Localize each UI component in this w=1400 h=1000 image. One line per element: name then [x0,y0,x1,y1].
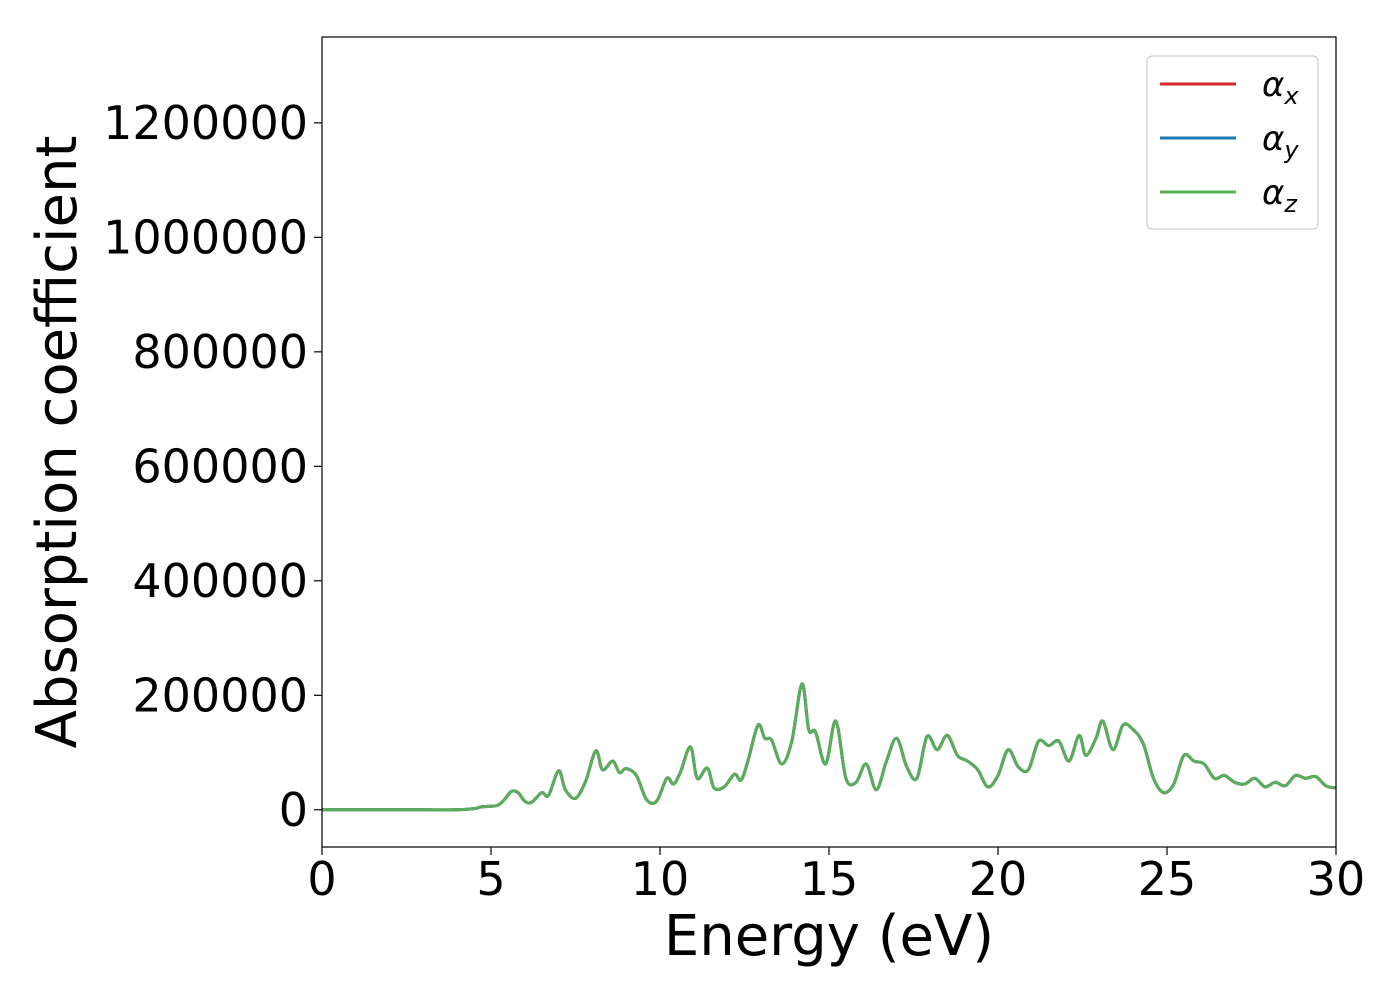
x-tick-label: 5 [476,852,505,906]
legend-label-z: αz [1262,173,1298,218]
legend-symbol: α [1262,173,1284,213]
x-tick-label: 0 [307,852,336,906]
x-axis-label: Energy (eV) [664,904,994,969]
legend-subscript: x [1283,82,1299,110]
y-tick-label: 600000 [132,439,308,493]
legend-symbol: α [1262,119,1284,159]
x-tick-label: 20 [969,852,1028,906]
legend-label-y: αy [1262,119,1299,164]
legend-box [1146,55,1319,230]
legend-symbol: α [1262,65,1284,105]
legend-label-x: αx [1262,65,1299,110]
x-tick-label: 30 [1307,852,1366,906]
x-tick-label: 10 [631,852,690,906]
legend-subscript: y [1283,136,1299,164]
series-line-z [322,682,1336,812]
y-axis-ticks: 0 200000 400000 600000 800000 1000000 1200000 [103,96,322,837]
y-tick-label: 400000 [132,554,308,608]
x-axis-ticks: 0 5 10 15 20 25 30 [307,847,1365,906]
legend-subscript: z [1283,190,1298,218]
y-tick-label: 0 [279,783,308,837]
series-layer [322,682,1336,812]
y-axis-label: Absorption coefficient [25,136,90,749]
y-tick-label: 1000000 [103,210,308,264]
x-tick-label: 25 [1138,852,1197,906]
y-tick-label: 1200000 [103,96,308,150]
y-tick-label: 800000 [132,325,308,379]
x-tick-label: 15 [800,852,859,906]
y-tick-label: 200000 [132,668,308,722]
